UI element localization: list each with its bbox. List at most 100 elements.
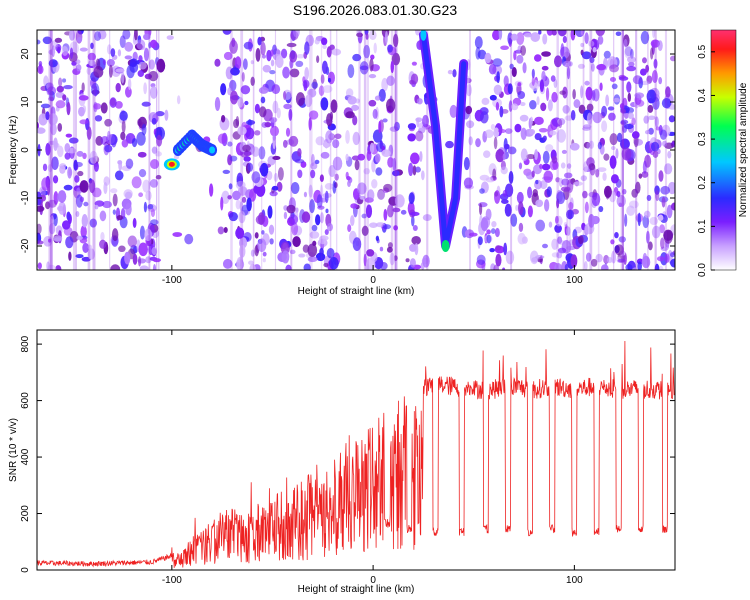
heatmap-blob: [150, 39, 158, 49]
heatmap-blob: [251, 146, 260, 157]
heatmap-blob: [374, 153, 381, 163]
heatmap-blob: [323, 262, 329, 268]
heatmap-blob: [618, 76, 629, 81]
heatmap-blob: [378, 120, 382, 134]
heatmap-blob: [320, 184, 324, 199]
heatmap-blob: [580, 42, 585, 48]
heatmap-blob: [246, 197, 252, 212]
heatmap-blob: [492, 168, 497, 181]
heatmap-blob: [131, 137, 138, 148]
heatmap-blob: [392, 33, 399, 48]
heatmap-blob: [272, 100, 279, 114]
heatmap-blob: [46, 261, 50, 270]
heatmap-streak: [274, 30, 277, 270]
heatmap-blob: [232, 190, 241, 201]
heatmap-blob: [566, 226, 571, 236]
heatmap-blob: [664, 253, 670, 264]
heatmap-blob: [533, 54, 542, 62]
heatmap-blob: [491, 220, 497, 228]
heatmap-blob: [498, 128, 506, 134]
heatmap-streak: [426, 30, 429, 270]
heatmap-blob: [220, 196, 224, 211]
heatmap-blob: [566, 66, 571, 80]
heatmap-blob: [310, 169, 316, 179]
heatmap-blob: [145, 190, 152, 201]
heatmap-blob: [94, 31, 102, 42]
x-tick-label: -100: [162, 575, 182, 586]
heatmap-blob: [138, 61, 147, 70]
heatmap-blob: [517, 90, 526, 100]
heatmap-blob: [50, 215, 54, 226]
heatmap-blob: [93, 161, 99, 172]
heatmap-blob: [535, 179, 539, 185]
heatmap-blob: [585, 86, 593, 101]
heatmap-blob: [291, 222, 299, 236]
heatmap-blob: [414, 30, 421, 36]
heatmap-blob: [479, 203, 483, 216]
heatmap-blob: [41, 177, 50, 191]
heatmap-blob: [376, 190, 386, 200]
heatmap-blob: [591, 192, 601, 207]
heatmap-blob: [324, 190, 329, 204]
heatmap-blob: [223, 227, 228, 234]
heatmap-blob: [667, 150, 672, 159]
heatmap-blob: [228, 211, 238, 222]
heatmap-blob: [609, 133, 618, 146]
colorbar-ticks: 0.0 0.1 0.2 0.3 0.4 0.5: [697, 44, 715, 277]
heatmap-blob: [363, 253, 367, 267]
heatmap-blob: [603, 153, 610, 161]
heatmap-blob: [556, 191, 566, 205]
heatmap-blob: [595, 168, 600, 178]
heatmap-blob: [520, 101, 526, 107]
heatmap-blob: [315, 136, 325, 146]
heatmap-blob: [221, 190, 230, 204]
heatmap-blob: [554, 224, 562, 233]
heatmap-blob: [581, 51, 592, 60]
heatmap-blob: [272, 155, 281, 160]
heatmap-blob: [266, 170, 273, 181]
heatmap-blob: [655, 190, 660, 202]
heatmap-blob: [359, 61, 369, 75]
heatmap-blob: [386, 75, 395, 86]
heatmap-blob: [116, 215, 123, 221]
heatmap-blob: [75, 254, 84, 259]
heatmap-blob: [597, 141, 602, 150]
heatmap-blob: [490, 228, 496, 235]
heatmap-blob: [238, 210, 246, 224]
heatmap-blob: [269, 125, 280, 137]
heatmap-blob: [104, 144, 113, 153]
heatmap-blob: [230, 67, 240, 76]
heatmap-blob: [534, 132, 542, 141]
heatmap-blob: [363, 44, 371, 59]
heatmap-blob: [386, 204, 394, 218]
heatmap-blob: [668, 115, 675, 123]
heatmap-blob: [304, 41, 310, 55]
heatmap-streak: [74, 30, 77, 270]
heatmap-blob: [622, 188, 627, 195]
heatmap-blob: [643, 115, 650, 124]
heatmap-blob: [112, 209, 116, 215]
heatmap-blob: [152, 258, 161, 263]
heatmap-blob: [659, 224, 666, 234]
heatmap-blob: [107, 130, 111, 141]
heatmap-blob: [52, 213, 58, 227]
heatmap-blob: [534, 116, 544, 125]
heatmap-streak: [363, 30, 367, 270]
heatmap-streak: [589, 30, 593, 270]
heatmap-streak: [87, 30, 91, 270]
heatmap-blob: [515, 204, 519, 212]
heatmap-blob: [595, 30, 606, 37]
heatmap-blob: [260, 41, 266, 56]
heatmap-blob: [308, 117, 312, 131]
y-tick-label: 400: [20, 448, 31, 465]
heatmap-blob: [516, 191, 524, 204]
heatmap-blob: [638, 173, 643, 179]
heatmap-blob: [331, 48, 342, 56]
heatmap-blob: [129, 58, 138, 68]
heatmap-blob: [626, 81, 632, 93]
heatmap-blob: [650, 47, 654, 60]
heatmap-blob: [603, 50, 611, 59]
heatmap-blob: [468, 232, 478, 237]
heatmap-blob: [136, 39, 146, 50]
heatmap-blob: [584, 201, 589, 214]
